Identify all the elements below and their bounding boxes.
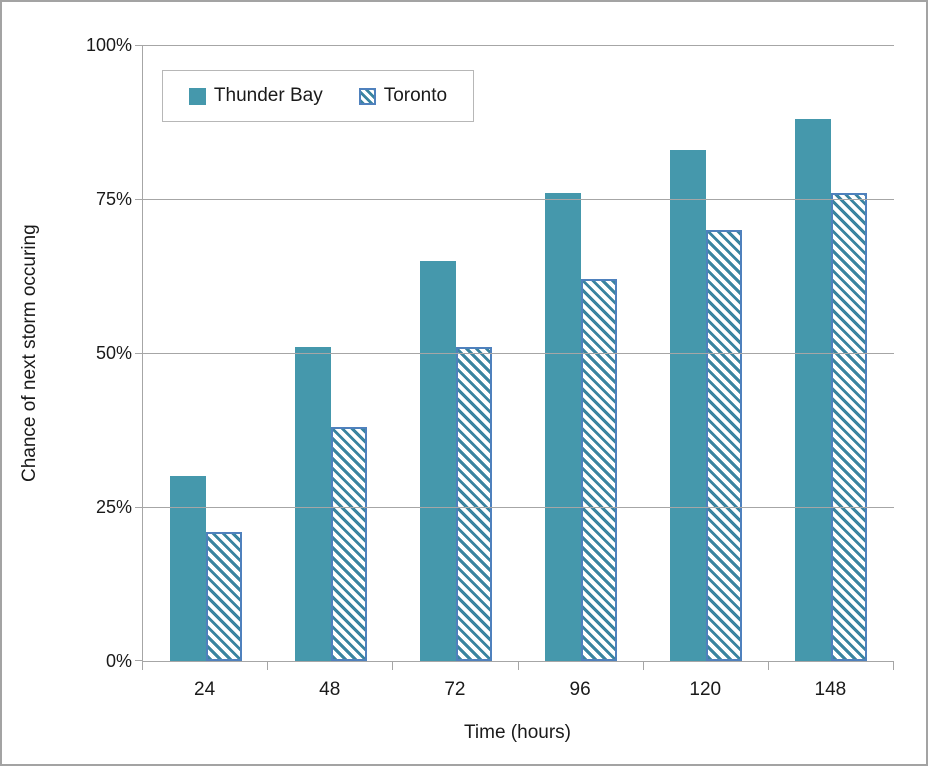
bar-group-120 <box>644 45 769 661</box>
y-tick-label-25: 25% <box>95 497 132 517</box>
x-tick-label-48: 48 <box>319 679 341 700</box>
y-tickmark-50 <box>135 353 143 354</box>
x-tick-label-72: 72 <box>444 679 466 700</box>
thunder-bay-swatch-icon <box>188 87 206 105</box>
bar-toronto-148 <box>831 192 868 661</box>
x-tickmark-1 <box>267 662 269 670</box>
y-tick-label-100: 100% <box>85 35 132 55</box>
legend-label-thunder-bay: Thunder Bay <box>213 85 323 106</box>
bar-group-48 <box>268 45 393 661</box>
bar-group-148 <box>769 45 894 661</box>
y-tick-label-50: 50% <box>95 343 132 363</box>
bar-thunder-bay-120 <box>670 149 707 661</box>
toronto-swatch-icon <box>358 87 376 105</box>
y-tickmark-75 <box>135 199 143 200</box>
x-tickmark-5 <box>767 662 769 670</box>
legend: Thunder Bay Toronto <box>162 70 474 122</box>
bar-toronto-48 <box>330 426 367 661</box>
bar-thunder-bay-48 <box>294 346 331 661</box>
x-axis-title: Time (hours) <box>464 722 571 743</box>
x-tick-label-148: 148 <box>814 679 847 700</box>
bar-group-72 <box>393 45 518 661</box>
plot-area <box>135 45 894 670</box>
bar-toronto-72 <box>455 346 492 661</box>
x-tickmark-3 <box>517 662 519 670</box>
bar-groups <box>143 45 894 661</box>
x-tickmark-2 <box>392 662 394 670</box>
y-tick-label-75: 75% <box>95 189 132 209</box>
x-tick-label-96: 96 <box>569 679 591 700</box>
bar-toronto-120 <box>706 229 743 661</box>
bar-toronto-96 <box>581 279 618 661</box>
bar-group-96 <box>519 45 644 661</box>
gridline-100 <box>143 45 894 46</box>
x-tickmark-0 <box>142 662 143 670</box>
legend-label-toronto: Toronto <box>383 85 448 106</box>
bar-thunder-bay-72 <box>419 260 456 661</box>
gridline-50 <box>143 353 894 354</box>
y-tick-label-0: 0% <box>105 651 132 671</box>
legend-item-thunder-bay: Thunder Bay <box>188 85 323 107</box>
x-tickmark-4 <box>642 662 644 670</box>
bar-toronto-24 <box>205 531 242 661</box>
x-tick-label-24: 24 <box>194 679 216 700</box>
x-tickmark-6 <box>893 662 894 670</box>
y-tickmark-0 <box>135 660 143 661</box>
gridline-75 <box>143 199 894 200</box>
bar-thunder-bay-96 <box>545 192 582 661</box>
x-tick-label-120: 120 <box>689 679 722 700</box>
y-tickmark-100 <box>135 45 143 46</box>
y-tickmark-25 <box>135 507 143 508</box>
legend-item-toronto: Toronto <box>358 85 448 107</box>
bar-thunder-bay-24 <box>169 476 206 661</box>
gridline-25 <box>143 507 894 508</box>
bar-thunder-bay-148 <box>795 118 832 661</box>
